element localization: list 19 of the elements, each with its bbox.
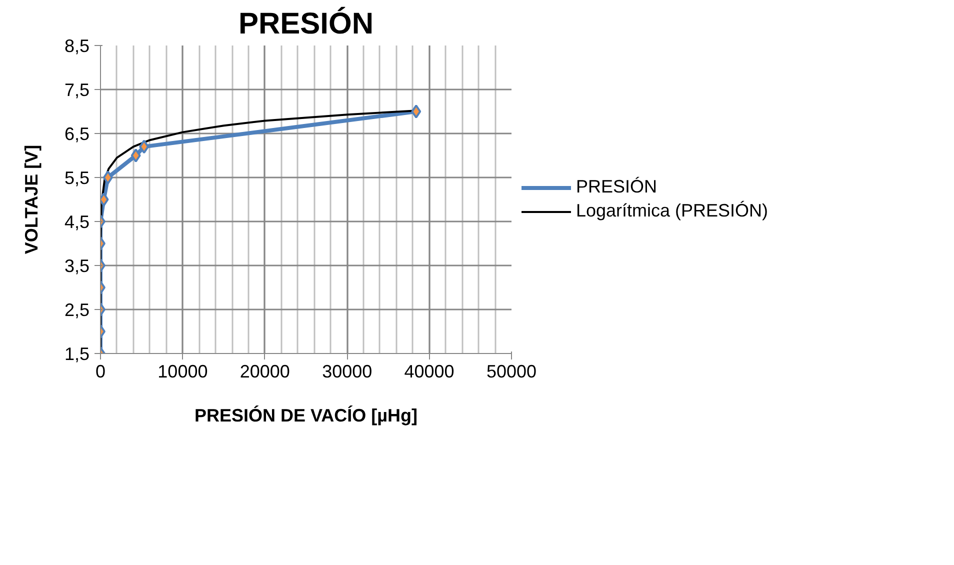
y-tick-label: 5,5	[64, 168, 90, 188]
x-axis-title: PRESIÓN DE VACÍO [µHg]	[194, 406, 418, 426]
x-tick-label: 40000	[404, 362, 454, 382]
y-tick-label: 7,5	[64, 80, 90, 100]
y-axis-title: VOLTAJE [V]	[21, 144, 42, 254]
x-tick-label: 50000	[486, 362, 537, 382]
x-tick-label: 30000	[322, 362, 372, 382]
chart-title: PRESIÓN	[238, 6, 374, 40]
x-tick-label: 20000	[240, 362, 290, 382]
x-tick-label: 0	[95, 362, 106, 382]
legend-label: Logarítmica (PRESIÓN)	[576, 200, 768, 222]
y-tick-label: 2,5	[64, 300, 90, 320]
y-tick-label: 1,5	[64, 344, 90, 364]
x-tick-label: 10000	[158, 362, 208, 382]
legend-label: PRESIÓN	[576, 176, 658, 198]
y-tick-label: 4,5	[64, 212, 90, 232]
y-tick-label: 3,5	[64, 256, 90, 276]
y-tick-label: 6,5	[64, 124, 90, 144]
y-tick-label: 8,5	[64, 36, 90, 56]
